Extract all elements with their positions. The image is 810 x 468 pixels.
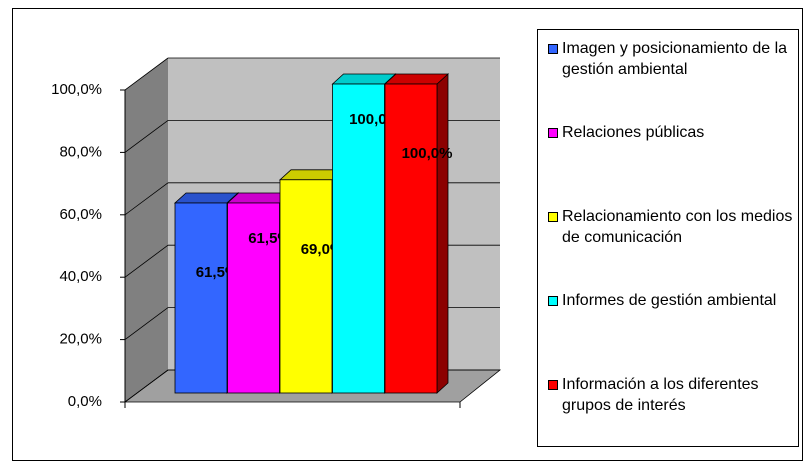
y-tick-label: 0,0% [68,393,102,410]
legend-swatch [548,380,558,390]
legend-entry: Información a los diferentes grupos de i… [548,374,796,416]
grid-line [124,120,169,153]
legend-label: Relacionamiento con los medios de comuni… [562,208,793,246]
legend-label: Relaciones públicas [562,124,705,141]
bar-top [383,73,450,85]
y-tick-label: 60,0% [59,206,102,223]
grid-line [124,369,169,403]
legend-swatch [548,296,558,306]
legend-entry: Informes de gestión ambiental [548,290,796,311]
grid-line [124,244,169,278]
legend-label: Información a los diferentes grupos de i… [562,376,759,414]
grid-line [124,57,169,91]
grid-line [124,307,169,340]
chart-border [12,8,803,461]
bar-front [332,83,385,394]
legend-swatch [548,128,558,138]
grid-line [124,182,169,216]
legend-swatch [548,212,558,222]
bar-top [173,192,240,204]
y-tick-label: 40,0% [59,268,102,285]
bar-front [384,83,438,394]
bar-top [331,73,397,85]
y-tick-label: 80,0% [59,143,102,160]
bar-front [174,202,228,394]
legend-label: Informes de gestión ambiental [562,292,777,309]
side-wall [125,58,168,402]
bar [383,73,450,394]
legend-entry: Relaciones públicas [548,122,796,143]
bar-side [436,73,449,394]
legend-label: Imagen y posicionamiento de la gestión a… [562,40,788,78]
y-tick-label: 100,0% [51,81,102,98]
legend-entry: Relacionamiento con los medios de comuni… [548,206,796,248]
legend-swatch [548,44,558,54]
legend: Imagen y posicionamiento de la gestión a… [537,29,799,447]
y-tick-label: 20,0% [59,331,102,348]
bar-front [279,179,333,394]
legend-entry: Imagen y posicionamiento de la gestión a… [548,38,796,80]
bar-front [227,202,280,394]
data-label: 100,0% [402,145,453,162]
